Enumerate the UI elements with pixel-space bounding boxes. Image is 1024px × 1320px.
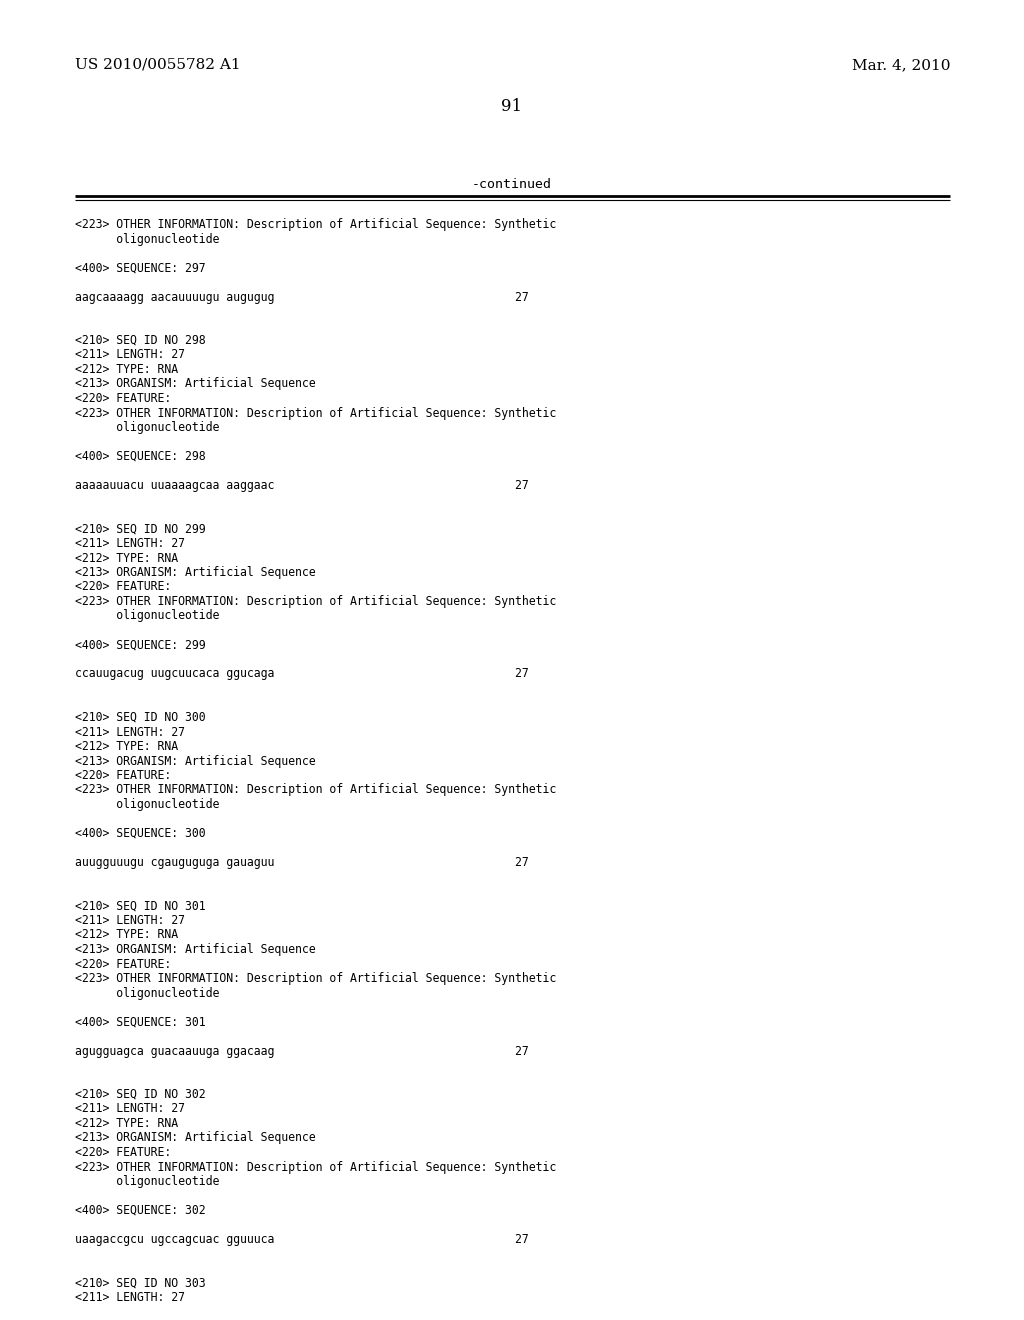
- Text: <211> LENGTH: 27: <211> LENGTH: 27: [75, 1102, 185, 1115]
- Text: <210> SEQ ID NO 299: <210> SEQ ID NO 299: [75, 523, 206, 536]
- Text: <210> SEQ ID NO 300: <210> SEQ ID NO 300: [75, 711, 206, 723]
- Text: <213> ORGANISM: Artificial Sequence: <213> ORGANISM: Artificial Sequence: [75, 755, 315, 767]
- Text: oligonucleotide: oligonucleotide: [75, 232, 219, 246]
- Text: <213> ORGANISM: Artificial Sequence: <213> ORGANISM: Artificial Sequence: [75, 378, 315, 391]
- Text: <220> FEATURE:: <220> FEATURE:: [75, 581, 171, 594]
- Text: oligonucleotide: oligonucleotide: [75, 1175, 219, 1188]
- Text: <210> SEQ ID NO 301: <210> SEQ ID NO 301: [75, 899, 206, 912]
- Text: uaagaccgcu ugccagcuac gguuuca                                   27: uaagaccgcu ugccagcuac gguuuca 27: [75, 1233, 528, 1246]
- Text: <212> TYPE: RNA: <212> TYPE: RNA: [75, 363, 178, 376]
- Text: <212> TYPE: RNA: <212> TYPE: RNA: [75, 552, 178, 565]
- Text: aaaaauuacu uuaaaagcaa aaggaac                                   27: aaaaauuacu uuaaaagcaa aaggaac 27: [75, 479, 528, 492]
- Text: oligonucleotide: oligonucleotide: [75, 799, 219, 810]
- Text: auugguuugu cgauguguga gauaguu                                   27: auugguuugu cgauguguga gauaguu 27: [75, 855, 528, 869]
- Text: <400> SEQUENCE: 301: <400> SEQUENCE: 301: [75, 1015, 206, 1028]
- Text: <400> SEQUENCE: 298: <400> SEQUENCE: 298: [75, 450, 206, 463]
- Text: oligonucleotide: oligonucleotide: [75, 986, 219, 999]
- Text: <400> SEQUENCE: 299: <400> SEQUENCE: 299: [75, 639, 206, 652]
- Text: <211> LENGTH: 27: <211> LENGTH: 27: [75, 348, 185, 362]
- Text: <210> SEQ ID NO 303: <210> SEQ ID NO 303: [75, 1276, 206, 1290]
- Text: <212> TYPE: RNA: <212> TYPE: RNA: [75, 928, 178, 941]
- Text: <211> LENGTH: 27: <211> LENGTH: 27: [75, 537, 185, 550]
- Text: aagcaaaagg aacauuuugu augugug                                   27: aagcaaaagg aacauuuugu augugug 27: [75, 290, 528, 304]
- Text: <223> OTHER INFORMATION: Description of Artificial Sequence: Synthetic: <223> OTHER INFORMATION: Description of …: [75, 1160, 556, 1173]
- Text: <211> LENGTH: 27: <211> LENGTH: 27: [75, 726, 185, 738]
- Text: <213> ORGANISM: Artificial Sequence: <213> ORGANISM: Artificial Sequence: [75, 942, 315, 956]
- Text: Mar. 4, 2010: Mar. 4, 2010: [852, 58, 950, 73]
- Text: US 2010/0055782 A1: US 2010/0055782 A1: [75, 58, 241, 73]
- Text: <210> SEQ ID NO 298: <210> SEQ ID NO 298: [75, 334, 206, 347]
- Text: agugguagca guacaauuga ggacaag                                   27: agugguagca guacaauuga ggacaag 27: [75, 1044, 528, 1057]
- Text: oligonucleotide: oligonucleotide: [75, 610, 219, 623]
- Text: ccauugacug uugcuucaca ggucaga                                   27: ccauugacug uugcuucaca ggucaga 27: [75, 668, 528, 681]
- Text: <400> SEQUENCE: 302: <400> SEQUENCE: 302: [75, 1204, 206, 1217]
- Text: -continued: -continued: [472, 178, 552, 191]
- Text: <212> TYPE: RNA: <212> TYPE: RNA: [75, 741, 178, 752]
- Text: <211> LENGTH: 27: <211> LENGTH: 27: [75, 1291, 185, 1304]
- Text: <220> FEATURE:: <220> FEATURE:: [75, 957, 171, 970]
- Text: <220> FEATURE:: <220> FEATURE:: [75, 1146, 171, 1159]
- Text: <223> OTHER INFORMATION: Description of Artificial Sequence: Synthetic: <223> OTHER INFORMATION: Description of …: [75, 784, 556, 796]
- Text: <223> OTHER INFORMATION: Description of Artificial Sequence: Synthetic: <223> OTHER INFORMATION: Description of …: [75, 407, 556, 420]
- Text: <400> SEQUENCE: 297: <400> SEQUENCE: 297: [75, 261, 206, 275]
- Text: <400> SEQUENCE: 300: <400> SEQUENCE: 300: [75, 828, 206, 840]
- Text: 91: 91: [502, 98, 522, 115]
- Text: <220> FEATURE:: <220> FEATURE:: [75, 392, 171, 405]
- Text: <223> OTHER INFORMATION: Description of Artificial Sequence: Synthetic: <223> OTHER INFORMATION: Description of …: [75, 218, 556, 231]
- Text: <223> OTHER INFORMATION: Description of Artificial Sequence: Synthetic: <223> OTHER INFORMATION: Description of …: [75, 595, 556, 609]
- Text: <220> FEATURE:: <220> FEATURE:: [75, 770, 171, 781]
- Text: oligonucleotide: oligonucleotide: [75, 421, 219, 434]
- Text: <223> OTHER INFORMATION: Description of Artificial Sequence: Synthetic: <223> OTHER INFORMATION: Description of …: [75, 972, 556, 985]
- Text: <212> TYPE: RNA: <212> TYPE: RNA: [75, 1117, 178, 1130]
- Text: <211> LENGTH: 27: <211> LENGTH: 27: [75, 913, 185, 927]
- Text: <213> ORGANISM: Artificial Sequence: <213> ORGANISM: Artificial Sequence: [75, 1131, 315, 1144]
- Text: <210> SEQ ID NO 302: <210> SEQ ID NO 302: [75, 1088, 206, 1101]
- Text: <213> ORGANISM: Artificial Sequence: <213> ORGANISM: Artificial Sequence: [75, 566, 315, 579]
